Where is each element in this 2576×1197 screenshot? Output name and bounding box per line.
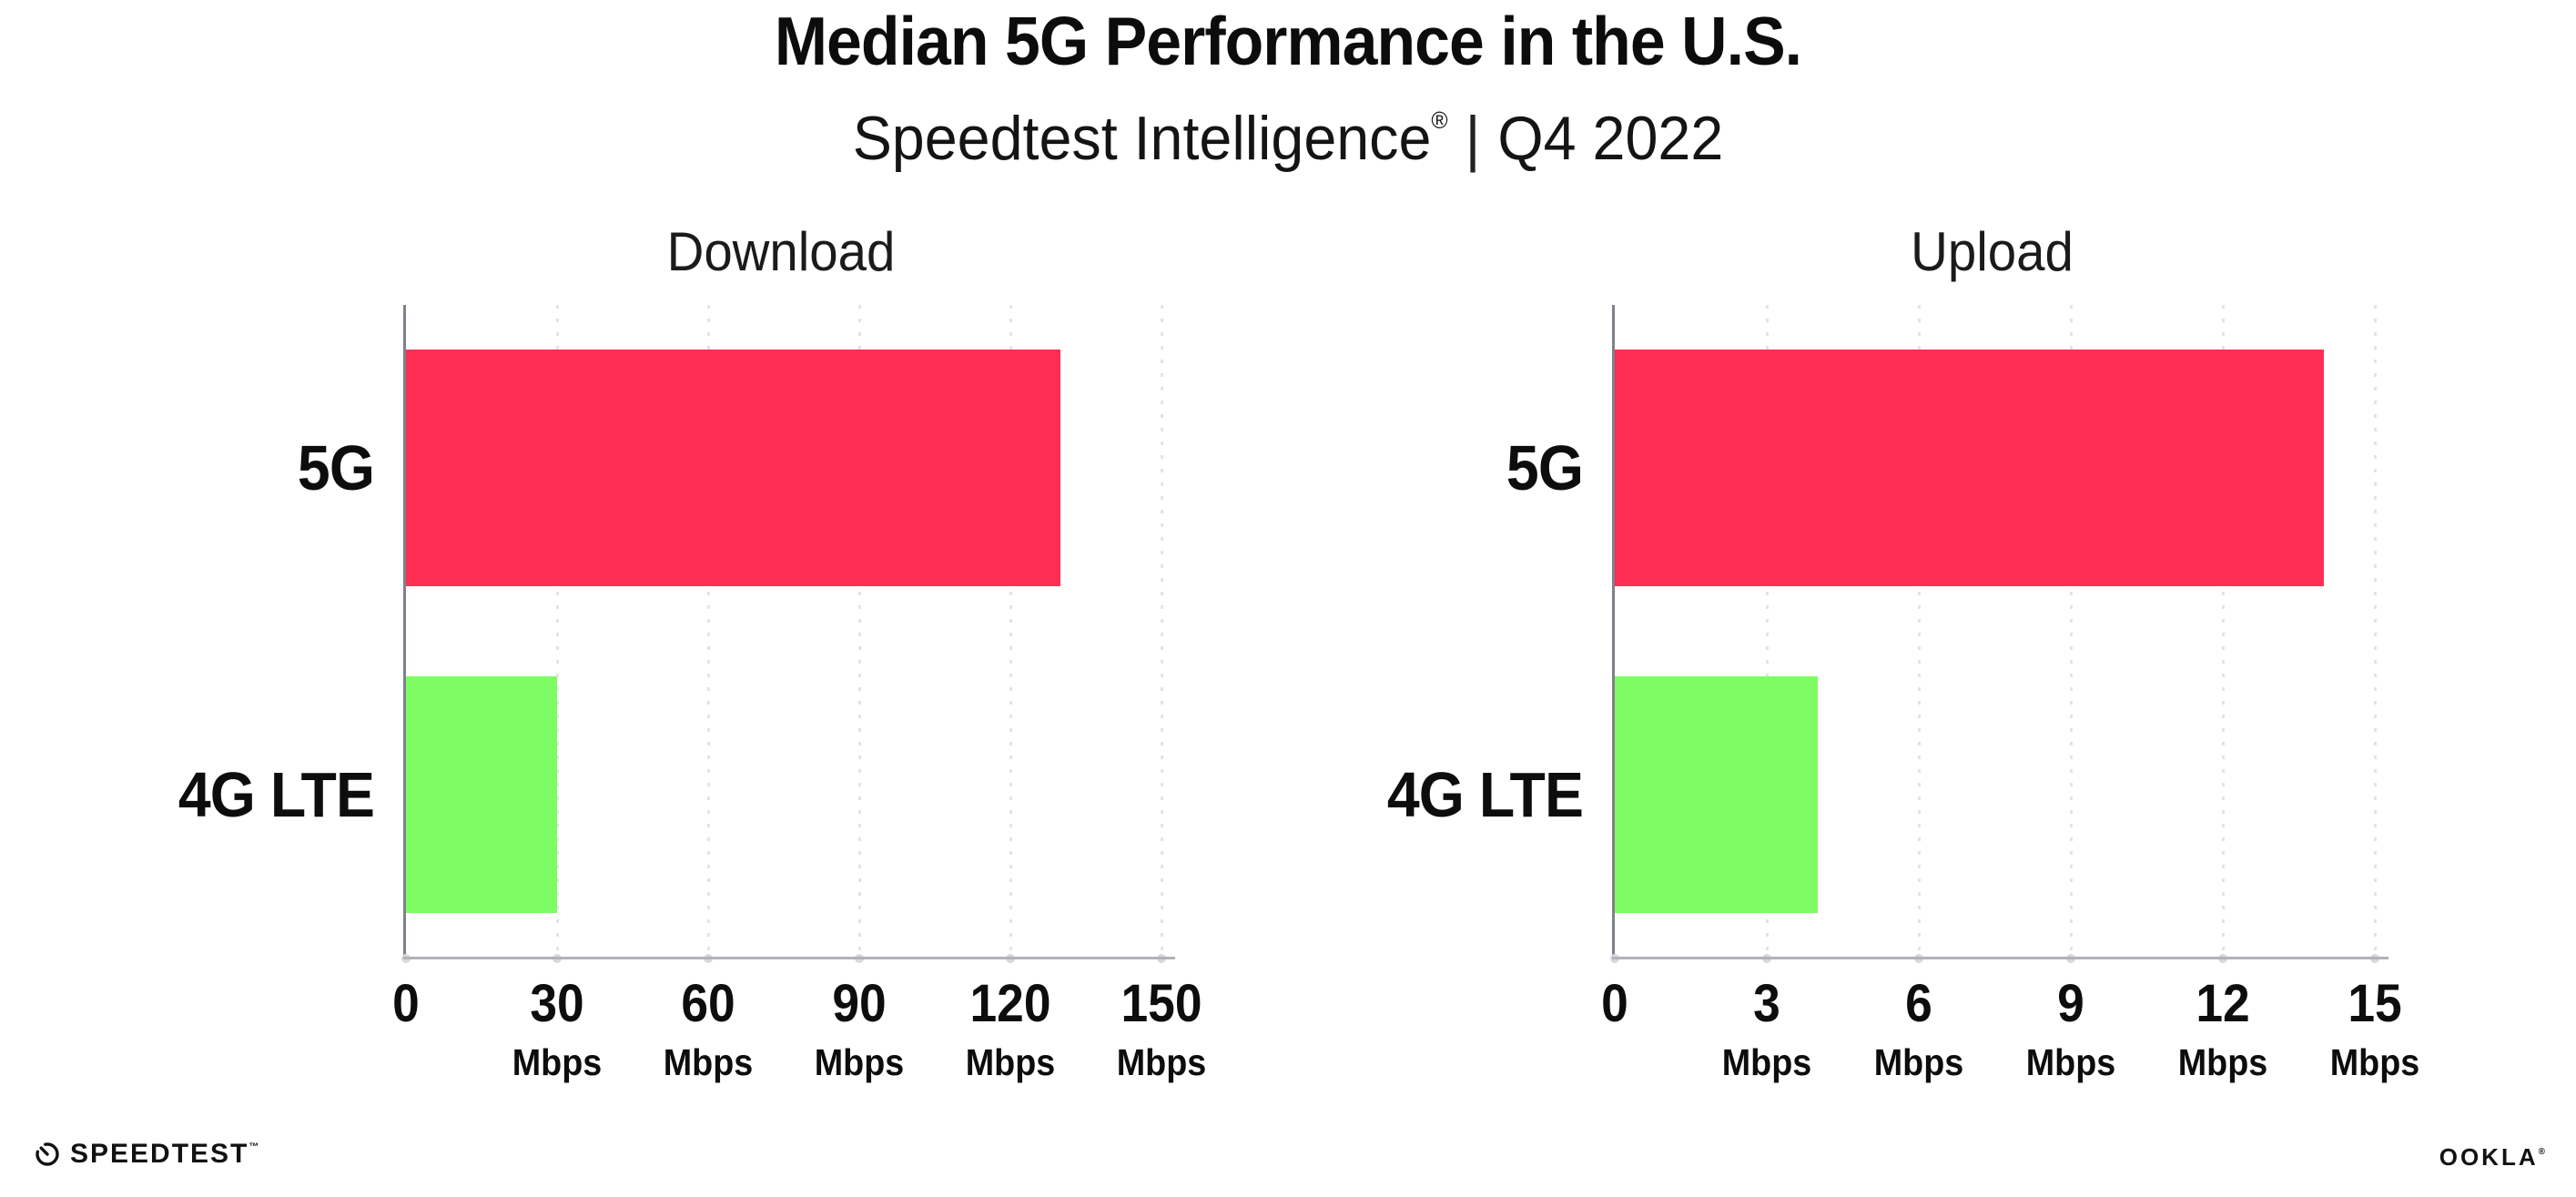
- page-subtitle: Speedtest Intelligence® | Q4 2022: [65, 84, 2512, 175]
- speedtest-gauge-icon: [35, 1142, 59, 1166]
- download-baseline: [403, 957, 1175, 959]
- tick-number-30: 30: [530, 974, 584, 1033]
- bar-5g-download: [406, 350, 1061, 587]
- gridline-90: [857, 305, 861, 958]
- gridline-9: [2069, 305, 2073, 958]
- category-label-4g-lte: 4G LTE: [177, 758, 375, 830]
- tick-number-0: 0: [392, 974, 420, 1033]
- tick-unit-15: Mbps: [2329, 1041, 2420, 1083]
- tick-number-6: 6: [1905, 974, 1932, 1033]
- gridline-15: [2373, 305, 2377, 958]
- tick-number-9: 9: [2057, 974, 2084, 1033]
- tick-number-150: 150: [1121, 974, 1202, 1033]
- ookla-wordmark: OOKLA: [2439, 1143, 2539, 1171]
- subtitle-brand: Speedtest Intelligence: [852, 104, 1432, 173]
- category-label-5g: 5G: [1506, 432, 1584, 504]
- tick-number-60: 60: [681, 974, 735, 1033]
- upload-chart-title: Upload: [1911, 221, 2074, 282]
- tick-label-120: 120 Mbps: [901, 974, 1119, 1084]
- trademark-mark: ™: [248, 1141, 259, 1152]
- ookla-logo: OOKLA®: [2439, 1143, 2545, 1172]
- tick-label-15: 15 Mbps: [2266, 974, 2483, 1084]
- registered-mark: ®: [1431, 107, 1448, 134]
- gridline-6: [1917, 305, 1921, 958]
- tick-number-12: 12: [2196, 974, 2250, 1033]
- upload-plot-area: 0 3 Mbps 6 Mbps 9 Mbps 12 Mbps 15 Mbps 5G 4G LTE: [1387, 305, 2419, 1083]
- tick-label-90: 90 Mbps: [750, 974, 968, 1084]
- tick-unit-120: Mbps: [965, 1041, 1056, 1083]
- tick-unit-30: Mbps: [512, 1041, 603, 1083]
- tick-label-0: 0: [1506, 976, 1723, 1032]
- tick-label-3: 3 Mbps: [1658, 974, 1875, 1084]
- speedtest-wordmark: SPEEDTEST™: [70, 1139, 259, 1169]
- tick-label-9: 9 Mbps: [1962, 974, 2179, 1084]
- category-label-4g-lte: 4G LTE: [1386, 758, 1584, 830]
- bar-4g-lte-download: [406, 675, 557, 913]
- tick-number-3: 3: [1753, 974, 1780, 1033]
- tick-number-0: 0: [1601, 974, 1628, 1033]
- tick-unit-9: Mbps: [2025, 1041, 2116, 1083]
- page-title: Median 5G Performance in the U.S.: [774, 3, 1802, 79]
- ookla-registered-mark: ®: [2538, 1147, 2545, 1157]
- tick-label-150: 150 Mbps: [1052, 974, 1270, 1084]
- tick-number-90: 90: [832, 974, 887, 1033]
- tick-label-60: 60 Mbps: [599, 974, 816, 1084]
- bar-5g-upload: [1615, 350, 2325, 587]
- tick-label-0: 0: [297, 976, 514, 1032]
- bar-4g-lte-upload: [1615, 675, 1818, 913]
- gridline-150: [1160, 305, 1163, 958]
- tick-label-6: 6 Mbps: [1810, 974, 2027, 1084]
- tick-unit-12: Mbps: [2177, 1041, 2268, 1083]
- tick-label-12: 12 Mbps: [2114, 974, 2331, 1084]
- tick-label-30: 30 Mbps: [448, 974, 665, 1084]
- gridline-30: [555, 305, 559, 958]
- download-plot-area: 0 30 Mbps 60 Mbps 90 Mbps 120 Mbps 150 Mbps 5G 4G LT…: [178, 305, 1206, 1083]
- speedtest-logo: SPEEDTEST™: [35, 1139, 259, 1170]
- gridline-3: [1765, 305, 1769, 958]
- tick-number-120: 120: [969, 974, 1051, 1033]
- tick-unit-3: Mbps: [1721, 1041, 1812, 1083]
- gridline-12: [2221, 305, 2225, 958]
- gridline-60: [706, 305, 710, 958]
- tick-unit-90: Mbps: [814, 1041, 905, 1083]
- tick-unit-6: Mbps: [1873, 1041, 1964, 1083]
- download-chart-title: Download: [666, 221, 896, 282]
- tick-unit-60: Mbps: [663, 1041, 754, 1083]
- upload-baseline: [1612, 957, 2388, 959]
- tick-unit-150: Mbps: [1116, 1041, 1207, 1083]
- gridline-120: [1009, 305, 1012, 958]
- category-label-5g: 5G: [297, 432, 375, 504]
- subtitle-divider: |: [1465, 104, 1481, 173]
- tick-number-15: 15: [2348, 974, 2402, 1033]
- subtitle-period: Q4 2022: [1497, 104, 1724, 173]
